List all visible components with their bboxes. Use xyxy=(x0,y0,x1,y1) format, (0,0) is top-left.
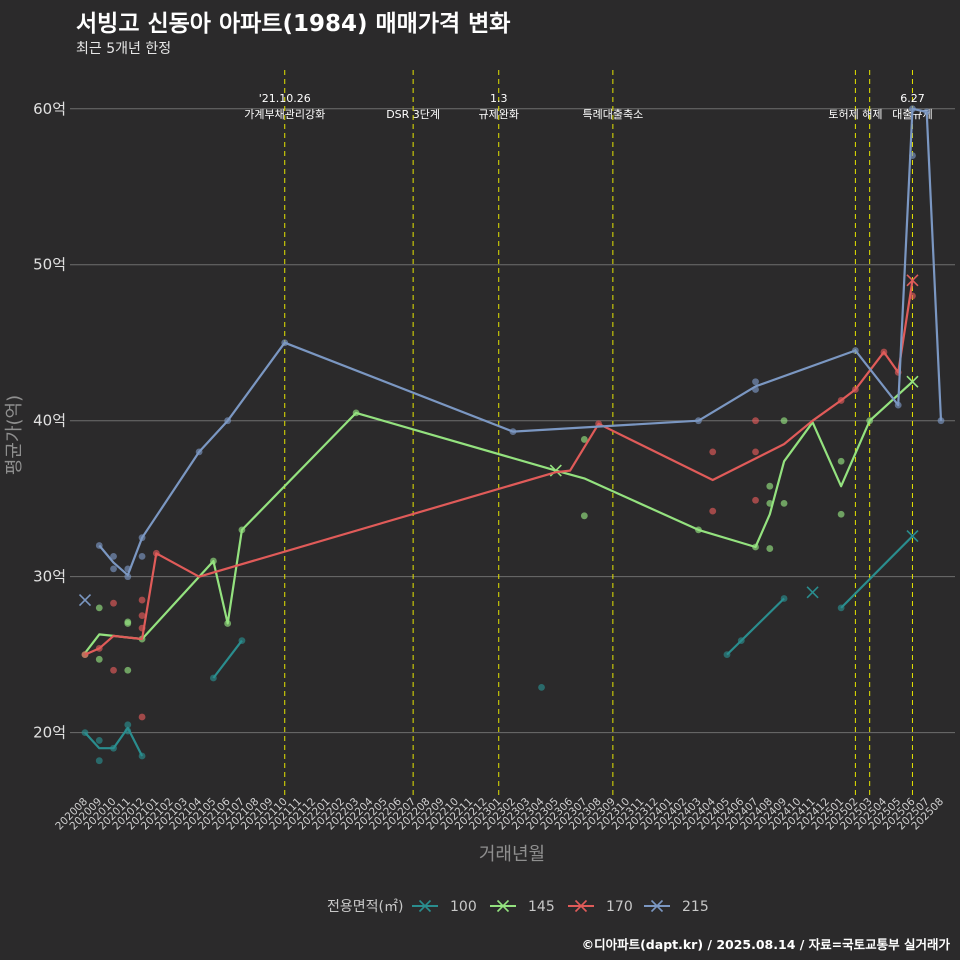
data-point xyxy=(95,737,103,744)
event-label: 가계부채관리강화 xyxy=(244,108,325,121)
y-tick-label: 30억 xyxy=(33,568,66,586)
data-point xyxy=(124,721,132,729)
event-label: 6.27 xyxy=(900,92,925,105)
event-markers: '21.10.26 가계부채관리강화 DSR 3단계 1.3 규제완화 특례대출축소 토허제… xyxy=(244,70,933,795)
y-tick-label: 50억 xyxy=(33,256,66,274)
cross-marker xyxy=(906,375,919,388)
legend-label: 215 xyxy=(682,899,709,915)
legend-item-100: 100 xyxy=(412,899,477,915)
data-point xyxy=(138,713,146,721)
legend-item-145: 145 xyxy=(490,899,555,915)
data-point xyxy=(752,448,759,456)
data-point xyxy=(580,512,588,520)
series-group xyxy=(78,105,945,765)
legend-item-170: 170 xyxy=(568,899,633,915)
legend-title: 전용면적(㎡) xyxy=(327,899,403,915)
cross-marker xyxy=(806,586,819,599)
event-label: '21.10.26 xyxy=(259,92,311,105)
data-point xyxy=(95,757,103,765)
cross-marker xyxy=(496,899,510,913)
grid-lines xyxy=(70,108,955,734)
series-line xyxy=(84,726,144,757)
series-line xyxy=(726,597,785,656)
legend-label: 170 xyxy=(606,899,633,915)
data-point xyxy=(780,417,788,425)
data-point xyxy=(837,510,845,518)
chart-title: 서빙고 신동아 아파트(1984) 매매가격 변화 xyxy=(76,11,511,37)
event-label: 1.3 xyxy=(490,92,508,105)
data-point xyxy=(709,507,717,515)
legend: 전용면적(㎡) 100 145 170 215 xyxy=(327,899,709,915)
data-point xyxy=(538,683,545,691)
cross-marker xyxy=(418,899,432,913)
y-axis-title: 평균가(억) xyxy=(4,395,25,475)
y-tick-labels: 20억 30억 40억 50억 60억 xyxy=(33,100,66,742)
data-point xyxy=(110,666,117,674)
data-point xyxy=(95,655,103,663)
series-line xyxy=(84,280,914,656)
data-point xyxy=(110,565,117,573)
cross-marker xyxy=(906,530,919,543)
series-line xyxy=(98,107,943,577)
y-tick-label: 40억 xyxy=(33,412,66,430)
data-point xyxy=(937,417,945,425)
data-point xyxy=(766,545,774,552)
cross-marker xyxy=(650,899,664,913)
data-point xyxy=(837,457,845,465)
source-caption: ©디아파트(dapt.kr) / 2025.08.14 / 자료=국토교통부 실… xyxy=(581,937,950,952)
cross-marker xyxy=(78,593,92,607)
event-label: DSR 3단계 xyxy=(386,108,440,121)
event-label: 규제완화 xyxy=(478,108,518,121)
legend-label: 145 xyxy=(528,899,555,915)
data-point xyxy=(752,378,759,386)
x-axis-title: 거래년월 xyxy=(479,844,545,865)
data-point xyxy=(95,604,103,612)
cross-marker xyxy=(574,899,588,913)
legend-label: 100 xyxy=(450,899,477,915)
x-tick-labels: 2020082020092020102020112020122021012021… xyxy=(53,795,946,832)
data-point xyxy=(752,496,759,504)
data-point xyxy=(124,666,132,674)
cross-marker xyxy=(906,274,919,287)
series-line xyxy=(840,535,914,609)
data-point xyxy=(752,417,759,425)
data-point xyxy=(124,618,132,626)
series-215 xyxy=(78,105,945,607)
series-170 xyxy=(81,274,919,721)
data-point xyxy=(709,448,717,456)
data-point xyxy=(580,436,588,443)
data-point xyxy=(138,612,146,620)
event-label: 토허제 해제 xyxy=(828,107,882,121)
data-point xyxy=(110,599,117,607)
data-point xyxy=(138,552,146,560)
chart-subtitle: 최근 5개년 한정 xyxy=(76,41,172,57)
data-point xyxy=(110,552,117,560)
y-tick-label: 20억 xyxy=(33,724,66,742)
data-point xyxy=(780,499,788,507)
event-label: 특례대출축소 xyxy=(582,108,643,121)
data-point xyxy=(766,482,774,490)
y-tick-label: 60억 xyxy=(33,100,66,118)
series-line xyxy=(212,639,243,679)
legend-item-215: 215 xyxy=(644,899,709,915)
series-100 xyxy=(81,530,919,765)
data-point xyxy=(138,596,146,604)
